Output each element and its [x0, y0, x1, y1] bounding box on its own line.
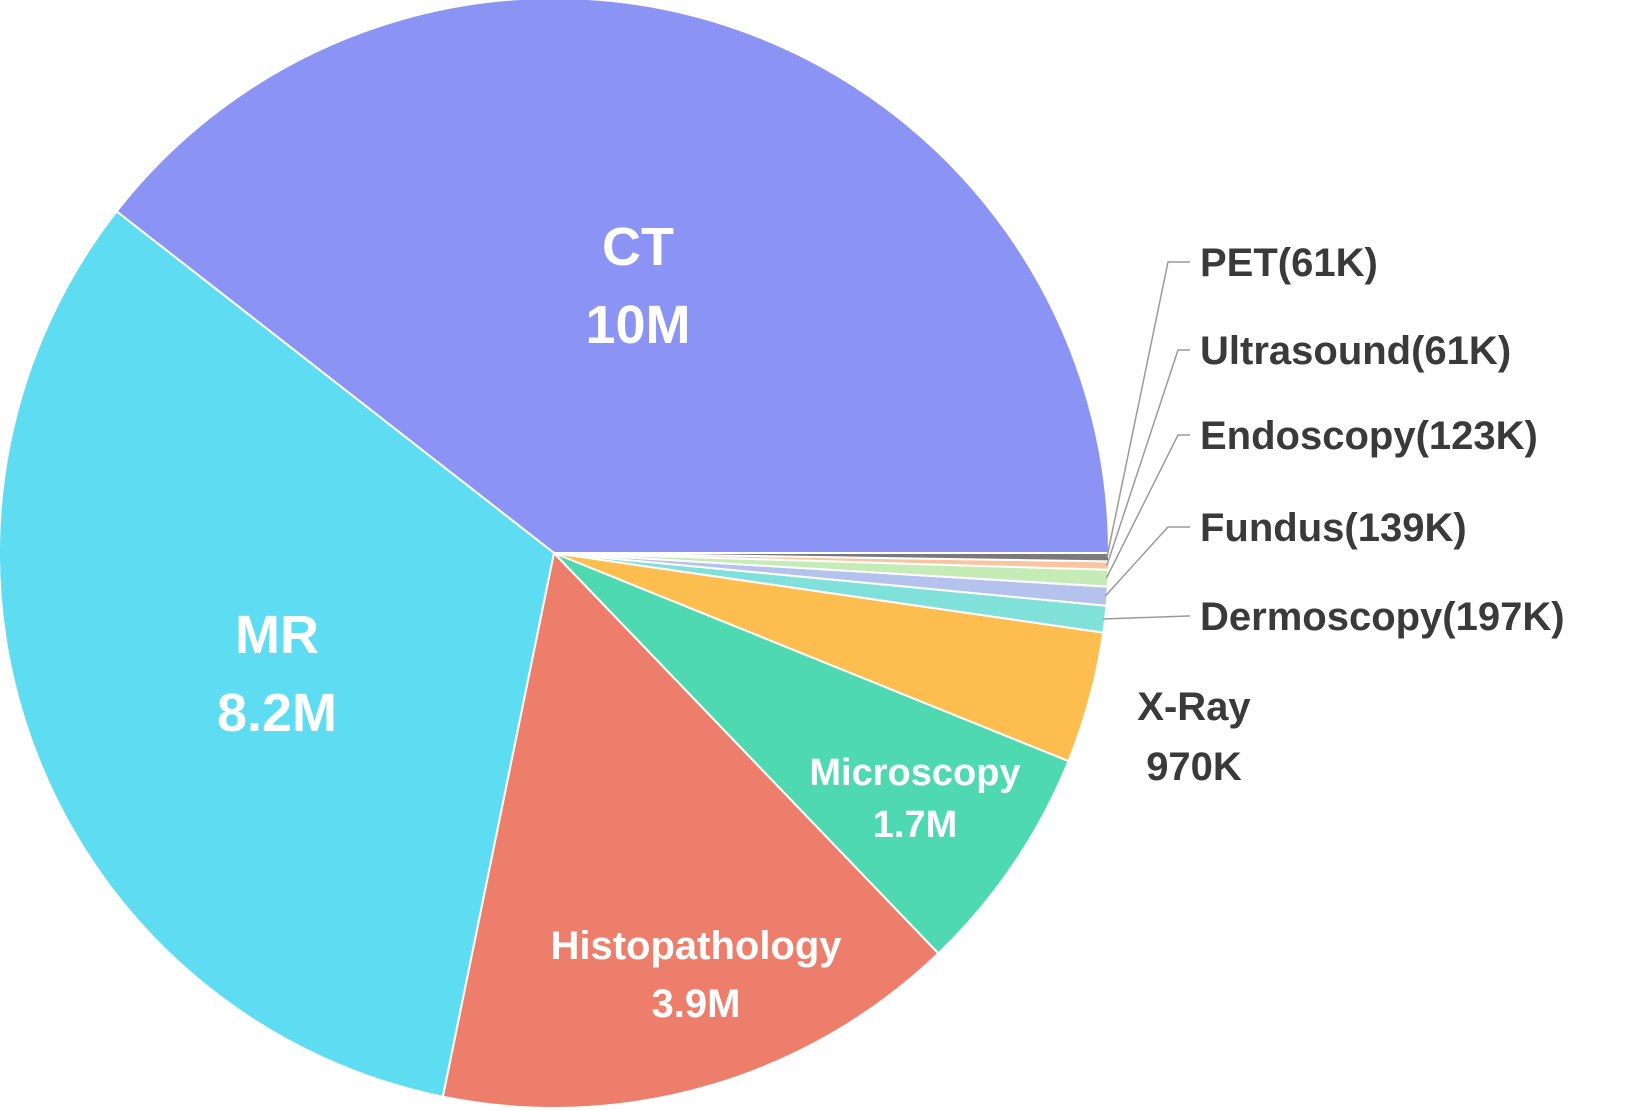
slice-label-pet: PET(61K)	[1200, 241, 1378, 285]
leader-line-pet	[1106, 261, 1190, 558]
slice-label-mr: MR	[235, 605, 319, 665]
slice-label-ct: CT	[602, 217, 674, 277]
slice-label-dermoscopy: Dermoscopy(197K)	[1200, 595, 1565, 639]
slice-value-mr: 8.2M	[217, 683, 337, 743]
slice-value-microscopy: 1.7M	[873, 804, 957, 846]
pie-slice-ct	[115, 0, 1111, 554]
slice-label-x-ray: X-Ray	[1137, 685, 1251, 729]
slice-label-microscopy: Microscopy	[809, 752, 1020, 794]
pie-slice-microscopy	[553, 552, 1070, 955]
pie-slice-histopathology	[441, 550, 940, 1109]
pie-slice-mr	[0, 209, 556, 1098]
slice-label-fundus: Fundus(139K)	[1200, 506, 1467, 550]
slice-value-x-ray: 970K	[1146, 745, 1242, 789]
leader-line-fundus	[1104, 526, 1190, 597]
slice-label-ultrasound: Ultrasound(61K)	[1200, 329, 1511, 373]
leader-line-endoscopy	[1105, 434, 1190, 579]
slice-label-histopathology: Histopathology	[550, 924, 842, 968]
slice-labels: CT 10M MR 8.2M Histopathology 3.9M Microscopy 1…	[217, 217, 1565, 1026]
leader-line-dermoscopy	[1103, 615, 1190, 620]
pie-slices	[0, 0, 1111, 1109]
leader-lines	[1103, 261, 1190, 620]
slice-value-ct: 10M	[585, 295, 690, 355]
slice-label-endoscopy: Endoscopy(123K)	[1200, 414, 1538, 458]
slice-value-histopathology: 3.9M	[652, 982, 741, 1026]
leader-line-ultrasound	[1106, 349, 1190, 566]
